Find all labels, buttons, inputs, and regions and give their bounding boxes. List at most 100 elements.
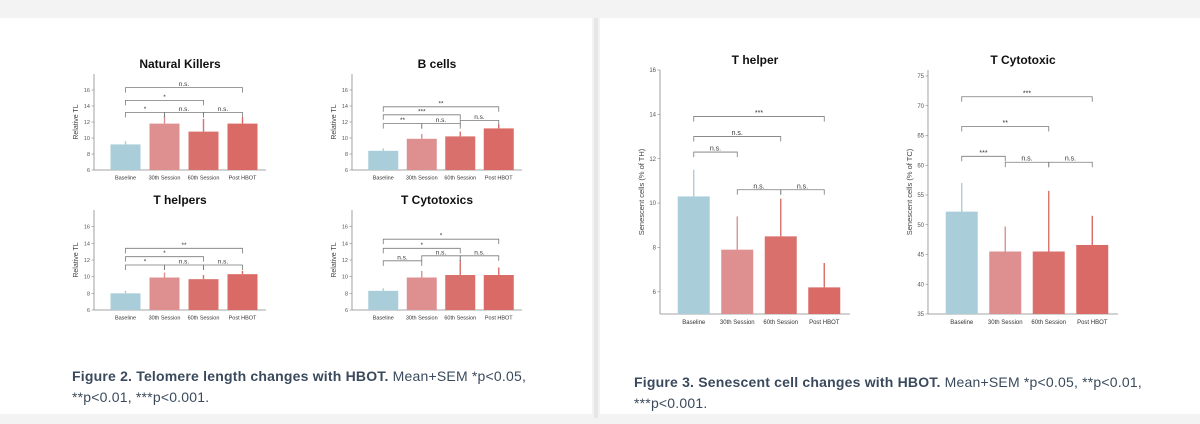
thelper-category-label: 30th Session (720, 320, 755, 326)
tcytotoxic-significance-bracket (961, 96, 1093, 102)
nk-significance-bracket (125, 112, 165, 118)
tcytotoxic-y-tick-label: 75 (917, 74, 924, 80)
thelper-category-label: Baseline (682, 320, 706, 326)
thelper-significance-label: n.s. (797, 183, 808, 190)
thelpers-y-tick-label: 8 (87, 291, 90, 297)
bcells-y-tick-label: 16 (342, 88, 348, 94)
tcytotoxic-significance-label: *** (979, 150, 987, 157)
thelper-significance-label: *** (755, 110, 763, 117)
tcytotoxic-significance-label: n.s. (1021, 156, 1032, 163)
thelper-significance-bracket (693, 116, 825, 122)
nk-category-label: Post HBOT (229, 176, 257, 182)
bcells-y-tick-label: 8 (345, 152, 348, 158)
nk-y-tick-label: 6 (87, 168, 90, 174)
bcells-category-label: Baseline (373, 176, 394, 182)
tcytotoxic-significance-label: ** (1003, 120, 1009, 127)
thelper-significance-bracket (693, 151, 738, 158)
bcells-bar (445, 136, 476, 170)
bcells-bar (483, 128, 514, 170)
tcytotoxics-bar (445, 275, 476, 310)
tcytotoxic-category-label: Baseline (950, 320, 974, 326)
bcells-category-label: 60th Session (444, 176, 476, 182)
nk-bar (188, 131, 219, 170)
bcells-y-label: Relative TL (331, 104, 338, 139)
tcytotoxics-significance-bracket (421, 255, 461, 261)
thelper-significance-label: n.s. (710, 146, 721, 153)
thelpers-y-tick-label: 6 (87, 308, 90, 314)
nk-title: Natural Killers (139, 57, 221, 71)
tcytotoxics-significance-label: n.s. (397, 254, 408, 261)
figure-2-caption-title: Figure 2. Telomere length changes with H… (72, 368, 389, 384)
thelper-y-tick-label: 10 (649, 201, 656, 207)
thelpers-y-tick-label: 14 (84, 241, 90, 247)
thelpers-significance-label: * (163, 250, 166, 257)
tcytotoxics-significance-label: * (440, 233, 443, 240)
nk-significance-label: n.s. (179, 81, 190, 88)
thelpers-bar (110, 293, 141, 310)
tcytotoxic-significance-label: n.s. (1065, 156, 1076, 163)
bcells-significance-bracket (382, 123, 423, 129)
bcells-significance-label: ** (438, 100, 444, 107)
figure-3-caption-title: Figure 3. Senescent cell changes with HB… (634, 374, 941, 390)
tcytotoxic-bar (1076, 244, 1109, 314)
bcells-y-tick-label: 12 (342, 120, 348, 126)
tcytotoxic-y-tick-label: 45 (917, 253, 924, 259)
tcytotoxics-y-tick-label: 12 (342, 258, 348, 264)
figure-2-panel (0, 18, 592, 414)
figure-2-caption: Figure 2. Telomere length changes with H… (72, 366, 572, 408)
nk-significance-bracket (125, 87, 243, 93)
bcells-y-tick-label: 14 (342, 104, 348, 110)
tcytotoxic-bar (945, 211, 978, 314)
thelpers-significance-bracket (125, 247, 243, 254)
tcytotoxic-category-label: 60th Session (1031, 320, 1066, 326)
bcells-significance-label: ** (400, 117, 406, 124)
thelpers-significance-label: * (144, 259, 147, 266)
thelper-significance-bracket (693, 136, 782, 142)
tcytotoxics-category-label: Baseline (373, 316, 394, 322)
tcytotoxic-significance-bracket (961, 126, 1050, 132)
thelpers-bar (188, 279, 219, 310)
nk-significance-bracket (164, 112, 204, 118)
tcytotoxics-title: T Cytotoxics (401, 193, 473, 207)
tcytotoxic-significance-label: *** (1023, 90, 1031, 97)
nk-y-tick-label: 10 (84, 136, 90, 142)
nk-bar (149, 123, 180, 170)
thelpers-y-label: Relative TL (73, 242, 80, 277)
tcytotoxic-significance-bracket (1048, 161, 1093, 168)
thelper-bar (764, 236, 797, 314)
tcytotoxics-y-tick-label: 14 (342, 241, 348, 247)
tcytotoxics-significance-label: n.s. (436, 249, 447, 256)
tcytotoxic-bar (989, 251, 1022, 314)
tcytotoxics-significance-label: * (420, 242, 423, 249)
tcytotoxics-bar (368, 290, 399, 310)
thelper-y-label: Senescent cells (% of TH) (637, 148, 646, 235)
figure-2-caption-text: Mean+SEM *p<0.05, **p<0.01, ***p<0.001. (72, 368, 527, 405)
thelper-title: T helper (732, 53, 779, 67)
thelper-y-tick-label: 14 (649, 112, 656, 118)
nk-significance-label: * (163, 94, 166, 101)
thelper-y-tick-label: 16 (649, 68, 656, 74)
figure-3-caption: Figure 3. Senescent cell changes with HB… (634, 372, 1144, 414)
tcytotoxic-y-tick-label: 50 (917, 223, 924, 229)
tcytotoxic-y-tick-label: 60 (917, 163, 924, 169)
thelpers-significance-bracket (125, 264, 165, 270)
tcytotoxic-y-tick-label: 35 (917, 312, 924, 318)
thelpers-significance-label: n.s. (179, 259, 190, 266)
tcytotoxics-category-label: 60th Session (444, 316, 476, 322)
thelper-significance-label: n.s. (732, 130, 743, 137)
tcytotoxics-bar (483, 275, 514, 310)
tcytotoxics-y-label: Relative TL (331, 242, 338, 277)
nk-bar (110, 144, 141, 170)
nk-significance-bracket (203, 112, 243, 118)
nk-significance-bracket (125, 100, 204, 106)
thelpers-significance-label: ** (181, 242, 187, 249)
figure-3-caption-text: Mean+SEM *p<0.05, **p<0.01, ***p<0.001. (634, 374, 1142, 411)
thelpers-category-label: 60th Session (188, 316, 220, 322)
thelpers-category-label: 30th Session (149, 316, 181, 322)
thelpers-significance-label: n.s. (218, 259, 229, 266)
tcytotoxic-y-tick-label: 70 (917, 104, 924, 110)
panel-divider (594, 18, 598, 418)
nk-significance-label: n.s. (218, 106, 229, 113)
thelper-y-tick-label: 8 (653, 246, 657, 252)
nk-y-label: Relative TL (73, 104, 80, 139)
